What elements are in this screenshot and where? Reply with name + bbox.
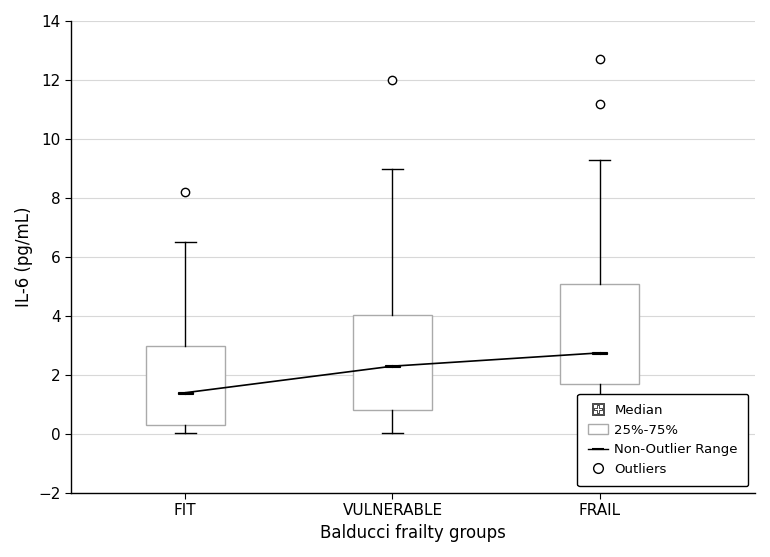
Bar	[592, 352, 607, 354]
Legend: Median, 25%-75%, Non-Outlier Range, Outliers: Median, 25%-75%, Non-Outlier Range, Outl…	[578, 394, 748, 486]
Bar	[353, 315, 432, 411]
Bar	[561, 284, 639, 384]
X-axis label: Balducci frailty groups: Balducci frailty groups	[320, 524, 506, 542]
Y-axis label: IL-6 (pg/mL): IL-6 (pg/mL)	[15, 207, 33, 307]
Bar	[385, 365, 400, 367]
Bar	[146, 345, 225, 425]
Bar	[178, 392, 192, 394]
